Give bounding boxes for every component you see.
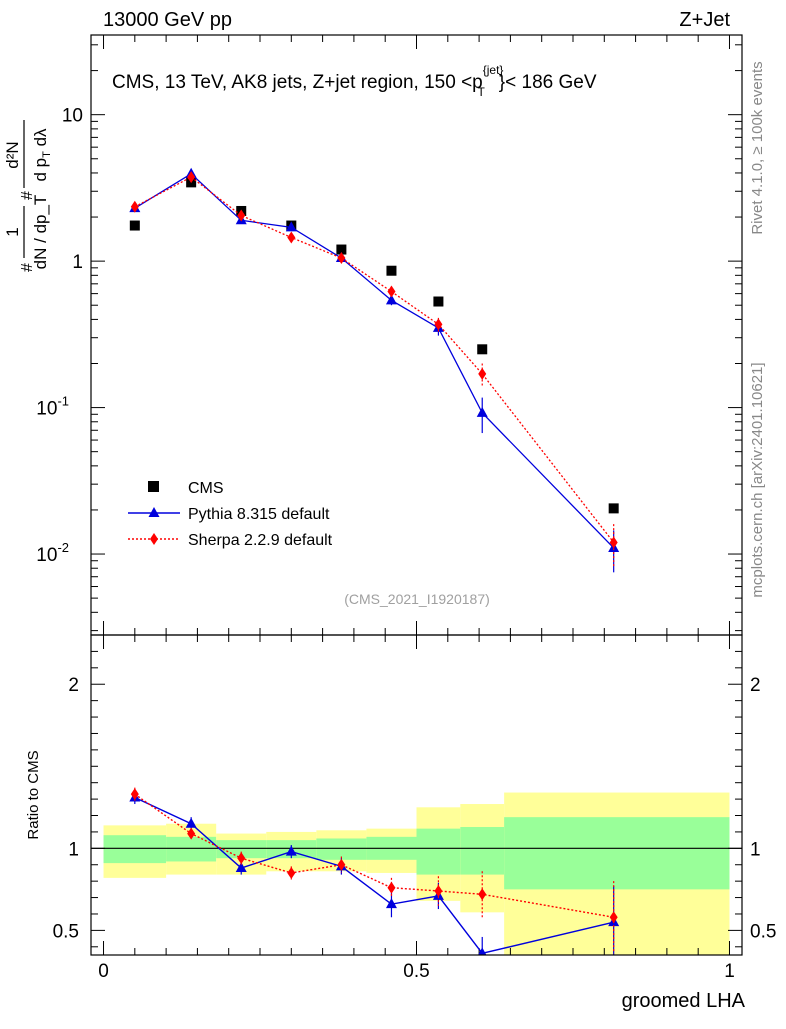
cms-data-point: [477, 344, 488, 355]
ratio-y-tick-label: 2: [68, 675, 79, 696]
sherpa-point: [478, 367, 487, 380]
ratio-plot-panel: 0.5 0.5 1 1 2 2 0 0.5 1: [53, 634, 776, 982]
pythia-ratio-point: [185, 817, 197, 828]
sherpa-ratio-point: [287, 866, 296, 879]
pythia-point: [285, 221, 297, 232]
sherpa-point: [287, 231, 296, 244]
mcplots-label: mcplots.cern.ch [arXiv:2401.10621]: [749, 362, 766, 597]
y-tick-label: 10-1: [36, 394, 69, 420]
ratio-y-label: Ratio to CMS: [25, 750, 42, 839]
inner-uncertainty-band: [504, 817, 730, 890]
cms-data-point: [386, 265, 397, 276]
ratio-frame: [90, 634, 743, 956]
sherpa-ratio-point: [237, 852, 246, 865]
ratio-y-tick-label: 0.5: [53, 921, 79, 942]
analysis-watermark: (CMS_2021_I1920187): [344, 591, 490, 607]
legend: CMS Pythia 8.315 default Sherpa 2.2.9 defa…: [128, 480, 333, 549]
sherpa-ratio-point: [387, 881, 396, 894]
pythia-point: [476, 406, 488, 417]
sherpa-line: [134, 176, 615, 543]
main-plot-panel: 10-2 10-1 1 10: [36, 34, 743, 636]
sherpa-ratio-point: [187, 827, 196, 840]
header-right: Z+Jet: [679, 9, 730, 31]
sherpa-ratio-point: [478, 888, 487, 901]
inner-uncertainty-band: [416, 828, 461, 875]
sherpa-point: [187, 171, 196, 184]
main-y-label: # 1 dN / dp_T # d²N d pT dλ: [3, 120, 53, 272]
y-tick-label: 10: [62, 106, 83, 127]
pythia-point: [385, 294, 397, 305]
sherpa-point: [337, 252, 346, 265]
svg-text:d pT dλ: d pT dλ: [31, 128, 53, 182]
pythia-ratio-point: [235, 862, 247, 873]
cms-data-point: [433, 296, 444, 307]
inner-uncertainty-band: [216, 840, 267, 859]
x-axis-label: groomed LHA: [622, 990, 746, 1012]
svg-text:#: #: [19, 191, 36, 200]
ratio-y-tick-label: 2: [750, 675, 761, 696]
legend-marker-pythia: [148, 507, 160, 517]
ratio-series-group: [129, 787, 620, 955]
svg-text:d²N: d²N: [3, 141, 22, 168]
y-tick-label: 1: [72, 252, 83, 273]
inner-uncertainty-band: [166, 836, 217, 862]
chart-title: CMS, 13 TeV, AK8 jets, Z+jet region, 150…: [112, 63, 597, 99]
sherpa-point: [237, 209, 246, 222]
pythia-ratio-point: [478, 947, 487, 955]
sherpa-point: [130, 200, 139, 213]
legend-marker-sherpa: [150, 533, 158, 545]
sherpa-point: [387, 285, 396, 298]
legend-label: Pythia 8.315 default: [188, 506, 330, 523]
svg-text:#: #: [19, 263, 36, 272]
cms-data-point: [336, 244, 347, 255]
x-tick-label: 1: [724, 961, 735, 982]
inner-uncertainty-band: [103, 835, 167, 864]
x-tick-label: 0: [98, 961, 109, 982]
ylabel-num: 1: [3, 227, 22, 236]
cms-data-point: [129, 220, 140, 231]
legend-label: CMS: [188, 480, 224, 497]
x-tick-label: 0.5: [403, 961, 429, 982]
ratio-y-tick-label: 1: [68, 839, 79, 860]
header-left: 13000 GeV pp: [103, 9, 232, 31]
inner-uncertainty-band: [460, 827, 505, 875]
ratio-y-tick-label: 1: [750, 839, 761, 860]
sherpa-point: [434, 318, 443, 331]
ratio-y-tick-label: 0.5: [750, 921, 776, 942]
sherpa-ratio-point: [337, 858, 346, 871]
rivet-label: Rivet 4.1.0, ≥ 100k events: [749, 61, 766, 234]
sherpa-ratio-point: [609, 911, 618, 924]
sherpa-ratio-point: [130, 788, 139, 801]
ylabel-den: dN / dp_T: [31, 195, 50, 270]
y-tick-label: 10-2: [36, 540, 69, 566]
sherpa-ratio-point: [434, 885, 443, 897]
legend-label: Sherpa 2.2.9 default: [188, 532, 333, 549]
pythia-ratio-point: [285, 845, 297, 856]
legend-marker-cms: [148, 481, 159, 492]
sherpa-point: [609, 536, 618, 549]
cms-data-point: [608, 503, 619, 514]
pythia-ratio-point: [385, 898, 397, 909]
inner-uncertainty-band: [316, 838, 367, 860]
